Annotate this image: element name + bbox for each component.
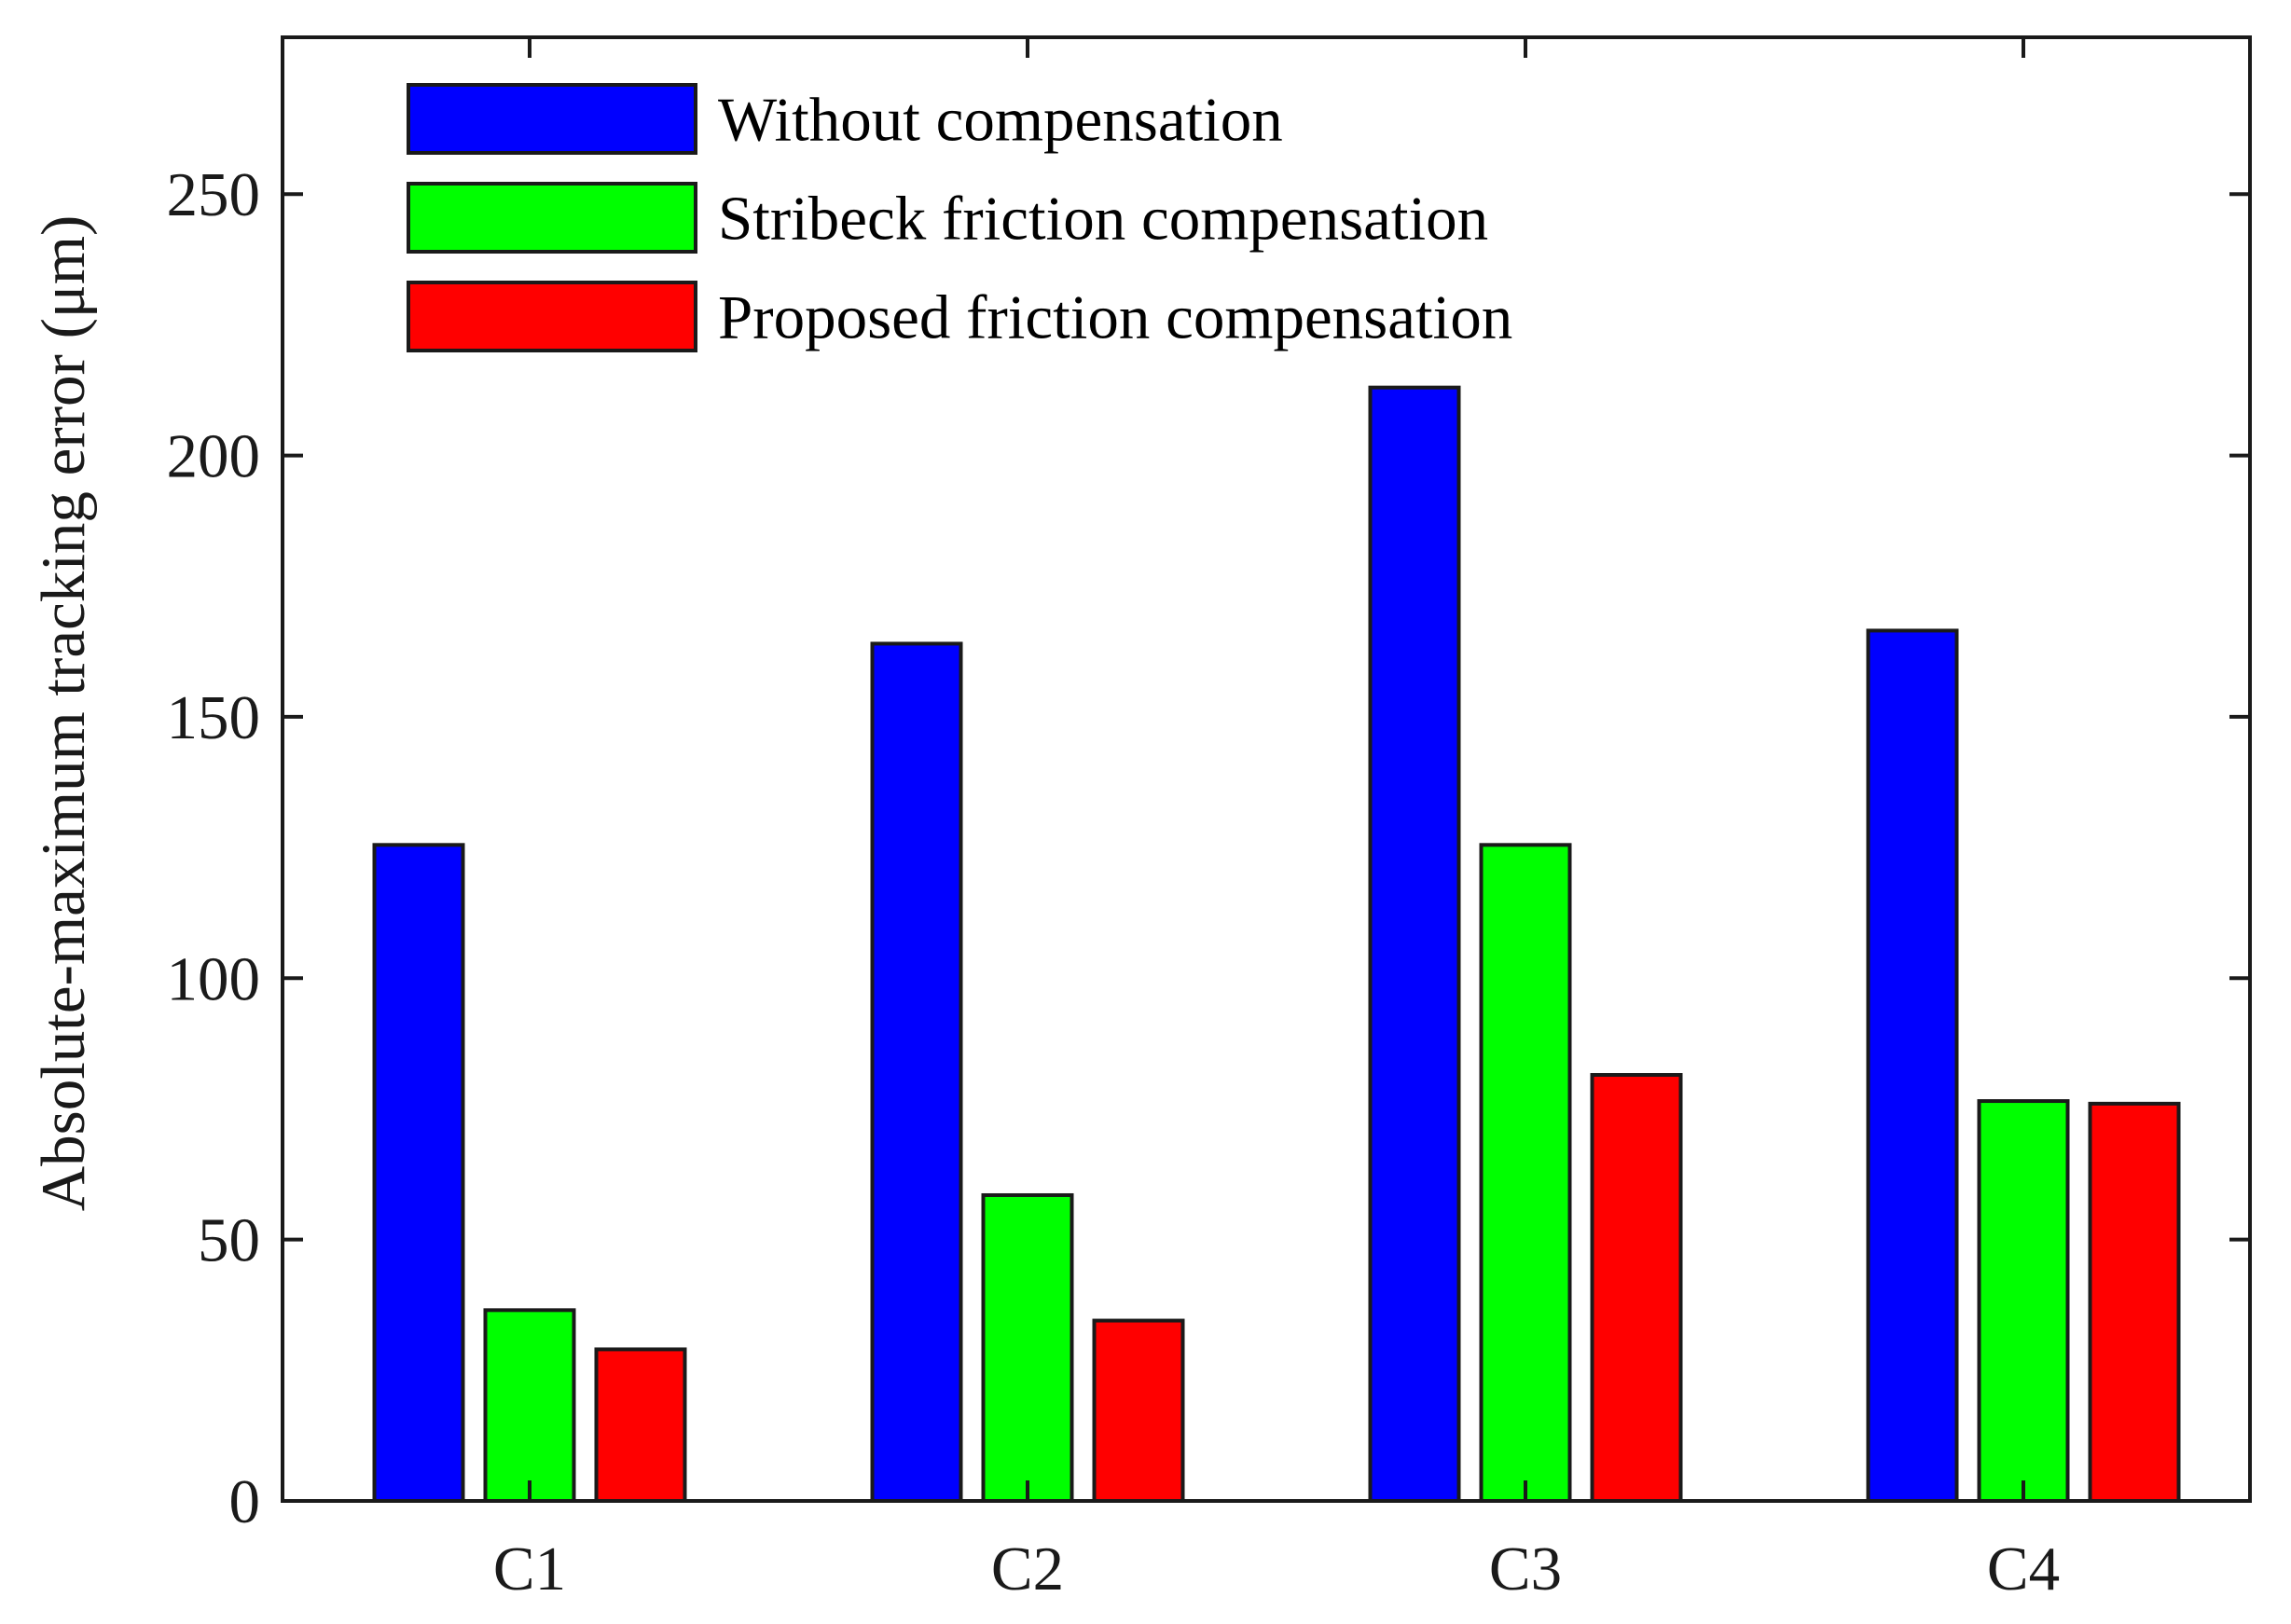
legend-swatch-2 <box>407 182 697 254</box>
axes-layer <box>281 35 2252 1503</box>
plot-frame <box>281 35 2252 1503</box>
bar-c4-series-2 <box>1977 1099 2070 1504</box>
y-tick-label: 250 <box>167 160 261 229</box>
bar-c1-series-3 <box>594 1347 687 1503</box>
x-tick-label-c2: C2 <box>991 1535 1064 1603</box>
legend-swatch-1 <box>407 83 697 155</box>
legend-label-1: Without compensation <box>718 86 1283 155</box>
y-tick-label: 200 <box>167 422 261 491</box>
bar-c2-series-3 <box>1092 1318 1185 1504</box>
y-axis-label: Absolute-maximum tracking error (μm) <box>29 215 98 1212</box>
legend-swatch-3 <box>407 281 697 352</box>
bars-layer <box>372 385 2181 1504</box>
bar-c4-series-3 <box>2088 1101 2181 1504</box>
bar-c4-series-1 <box>1866 628 1959 1503</box>
legend-label-2: Stribeck friction compensation <box>718 185 1488 254</box>
x-tick-label-c4: C4 <box>1987 1535 2060 1603</box>
x-tick-label-c1: C1 <box>493 1535 566 1603</box>
y-tick-label: 150 <box>167 683 261 752</box>
bar-c2-series-2 <box>981 1192 1074 1504</box>
legend: Without compensation Stribeck friction co… <box>407 83 1512 352</box>
bar-c1-series-1 <box>372 843 465 1503</box>
bar-c3-series-2 <box>1479 843 1572 1503</box>
y-tick-label: 50 <box>198 1206 260 1275</box>
ticks-layer: 0 50 100 150 200 250 C1 C2 C3 C4 <box>167 37 2250 1603</box>
bar-c3-series-1 <box>1368 385 1461 1503</box>
y-tick-label: 0 <box>229 1467 261 1536</box>
legend-label-3: Proposed friction compensation <box>718 283 1512 352</box>
bar-c1-series-2 <box>483 1308 576 1503</box>
bar-c2-series-1 <box>870 641 963 1503</box>
bar-c3-series-3 <box>1590 1073 1683 1503</box>
x-tick-label-c3: C3 <box>1489 1535 1562 1603</box>
y-tick-label: 100 <box>167 944 261 1013</box>
